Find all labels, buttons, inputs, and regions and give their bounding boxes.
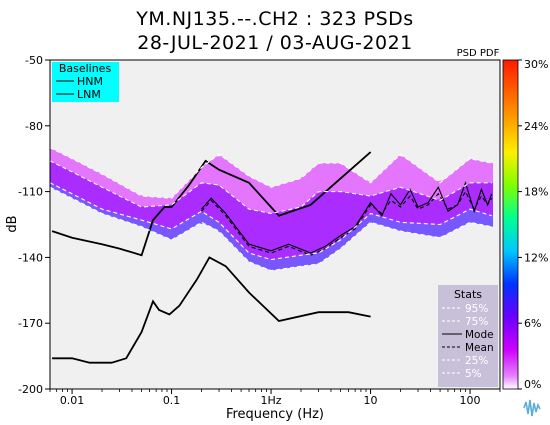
x-tick-label: 0.01 [60, 394, 85, 407]
y-tick-label: -50 [25, 54, 43, 67]
psd-density-map [50, 147, 493, 271]
stats-legend-label: Mean [465, 342, 494, 354]
x-tick-label: 1Hz [261, 394, 282, 407]
x-axis: 0.01 0.1 1Hz 10 100 [49, 389, 501, 407]
x-tick-label: 100 [460, 394, 481, 407]
colorbar-tick-label: 12% [524, 251, 548, 264]
chart-title: YM.NJ135.--.CH2 : 323 PSDs [136, 8, 414, 30]
y-tick-label: -80 [25, 120, 43, 133]
stats-legend-label: 5% [465, 368, 482, 380]
stats-legend-label: 25% [465, 355, 488, 367]
series-hnm-line [51, 151, 372, 257]
colorbar-tick-label: 6% [524, 317, 541, 330]
colorbar-tick-label: 0% [524, 378, 541, 391]
density-band [50, 182, 493, 271]
baselines-legend-box [52, 62, 119, 102]
hnm-legend-label: HNM [77, 75, 103, 88]
series-5pct-line [50, 186, 492, 272]
colorbar-tick-label: 24% [524, 120, 548, 133]
y-tick-label: -110 [18, 186, 43, 199]
plot-frame [49, 59, 501, 390]
colorbar-tick-label: 30% [524, 58, 548, 71]
x-axis-label: Frequency (Hz) [226, 407, 324, 422]
x-tick-label: 10 [364, 394, 378, 407]
stats-legend-box [438, 285, 498, 387]
series-lnm-line [52, 256, 371, 364]
colorbar: PSD PDF 0% 6% 12% 18% 24% 30% [457, 48, 549, 391]
y-tick-label: -200 [18, 383, 43, 396]
chart-subtitle: 28-JUL-2021 / 03-AUG-2021 [137, 32, 413, 54]
stats-legend-label: 75% [465, 316, 488, 328]
density-band [50, 160, 493, 260]
colorbar-tick-label: 18% [524, 186, 548, 199]
baselines-legend: Baselines HNM LNM [52, 62, 119, 102]
series-95pct-line [50, 147, 492, 199]
series-mode-line [201, 181, 493, 254]
series-25pct-line [50, 182, 492, 261]
y-axis-label: dB [5, 215, 20, 232]
stats-legend-label: 95% [465, 303, 488, 315]
plot-lines [50, 147, 493, 364]
colorbar-scale [502, 59, 519, 390]
series-75pct-line [50, 160, 492, 215]
y-axis: -50 -80 -110 -140 -170 -200 [18, 54, 50, 396]
stats-legend-title: Stats [454, 288, 482, 301]
y-tick-label: -140 [18, 251, 43, 264]
x-tick-label: 0.1 [163, 394, 181, 407]
y-tick-label: -170 [18, 317, 43, 330]
stats-legend-label: Mode [465, 329, 494, 341]
density-band [50, 147, 493, 271]
colorbar-title: PSD PDF [457, 48, 500, 59]
baselines-legend-title: Baselines [59, 62, 112, 75]
station-logo-icon [522, 398, 542, 418]
lnm-legend-label: LNM [77, 88, 101, 101]
